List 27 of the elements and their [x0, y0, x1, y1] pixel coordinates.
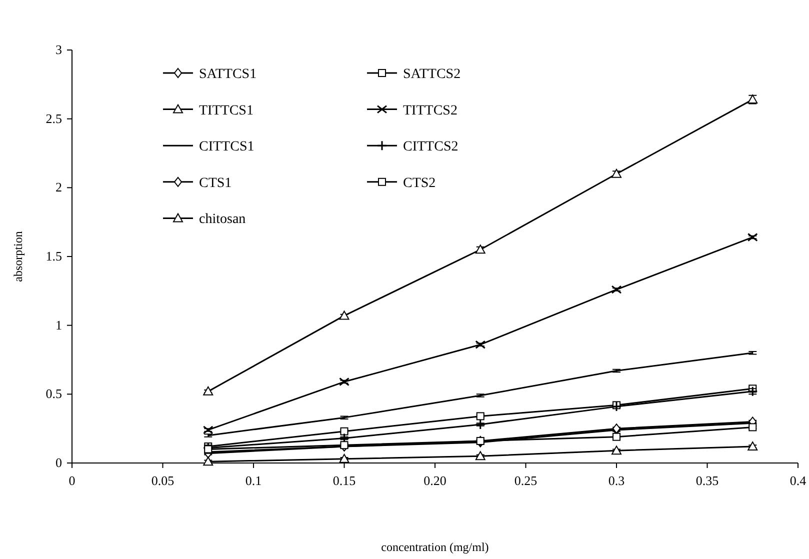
- legend-label: TITTCS2: [403, 103, 458, 118]
- x-tick-label: 0.35: [696, 473, 719, 488]
- x-tick-label: 0.25: [514, 473, 538, 488]
- x-axis-title: concentration (mg/ml): [381, 540, 489, 554]
- x-tick-label: 0.3: [608, 473, 625, 488]
- legend-label: chitosan: [199, 212, 246, 228]
- x-tick-label: 0.1: [245, 473, 262, 488]
- y-tick-label: 0.5: [46, 386, 62, 402]
- y-axis-title: absorption: [11, 231, 25, 282]
- legend-label: CITTCS2: [403, 140, 458, 155]
- x-tick-label: 0.15: [332, 473, 356, 488]
- y-tick-label: 2: [56, 180, 62, 195]
- legend-label: TITTCS1: [199, 103, 254, 118]
- x-tick-label: 0.20: [424, 473, 446, 488]
- legend-label: CTS2: [403, 176, 436, 191]
- y-tick-label: 1.5: [46, 248, 62, 264]
- x-tick-label: 0: [68, 473, 76, 488]
- x-tick-label: 0.05: [151, 473, 174, 488]
- y-tick-label: 2.5: [46, 110, 62, 126]
- y-tick-label: 3: [56, 42, 62, 57]
- x-tick-label: 0.4: [790, 473, 807, 488]
- legend-label: SATTCS2: [403, 67, 461, 82]
- y-tick-label: 1: [56, 317, 62, 332]
- legend-label: CTS1: [199, 176, 232, 191]
- y-tick-label: 0: [56, 455, 62, 470]
- legend-label: CITTCS1: [199, 140, 254, 155]
- legend-label: SATTCS1: [199, 67, 257, 82]
